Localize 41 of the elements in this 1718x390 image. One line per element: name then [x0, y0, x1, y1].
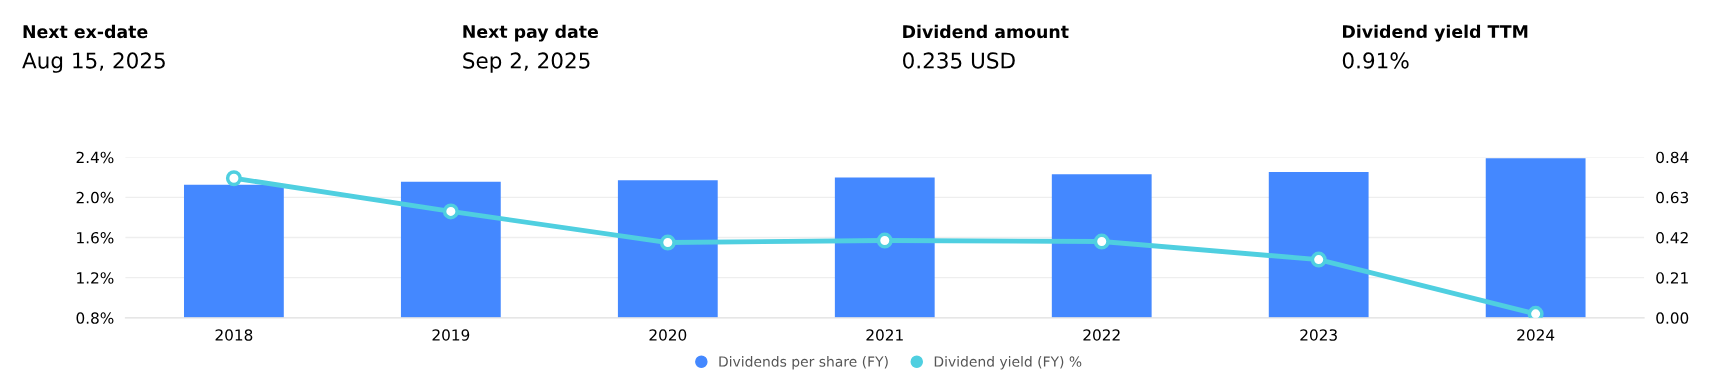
point [225, 170, 242, 187]
point [442, 203, 459, 220]
text: Aug 15, 2025 [22, 52, 165, 73]
point [1093, 233, 1110, 250]
x-tick-label: 2019 [432, 329, 470, 341]
x-tick-label: 2020 [649, 329, 687, 341]
x-tick-label: 2022 [1083, 329, 1120, 341]
bar [1485, 158, 1586, 318]
bar [1268, 172, 1369, 318]
text: Dividend yield TTM [1343, 24, 1528, 42]
bar [1051, 174, 1152, 318]
legend-label: Dividend yield (FY) % [934, 356, 1082, 370]
y2-tick-label: 0.84 [1656, 151, 1689, 164]
y-tick-label: 1.6% [77, 231, 114, 244]
y-tick-label: 2.0% [76, 191, 114, 204]
bar [400, 181, 501, 318]
y-tick-label: 0.8% [76, 312, 114, 324]
y2-tick-label: 0.21 [1656, 272, 1688, 284]
point [1527, 305, 1544, 318]
text: Sep 2, 2025 [463, 52, 590, 73]
x-tick-label: 2021 [866, 329, 903, 341]
point [659, 234, 676, 251]
x-tick-label: 2023 [1300, 329, 1337, 341]
x-tick-label: 2018 [215, 329, 253, 341]
text: Dividend amount [903, 24, 1069, 39]
text: Next pay date [463, 24, 598, 42]
text: 0.235 USD [903, 52, 1015, 69]
y2-tick-label: 0.00 [1656, 312, 1689, 324]
point [1310, 251, 1327, 268]
x-tick-label: 2024 [1517, 329, 1555, 341]
bar [834, 177, 935, 318]
y2-tick-label: 0.42 [1656, 231, 1688, 244]
text: 0.91% [1342, 52, 1409, 69]
text: Next ex-date [23, 24, 148, 39]
y-tick-label: 1.2% [77, 272, 114, 284]
point [876, 232, 893, 249]
y-tick-label: 2.4% [76, 151, 114, 164]
y2-tick-label: 0.63 [1656, 191, 1689, 204]
bar [183, 184, 284, 318]
legend-label: Dividends per share (FY) [719, 356, 888, 370]
bar [617, 180, 718, 318]
